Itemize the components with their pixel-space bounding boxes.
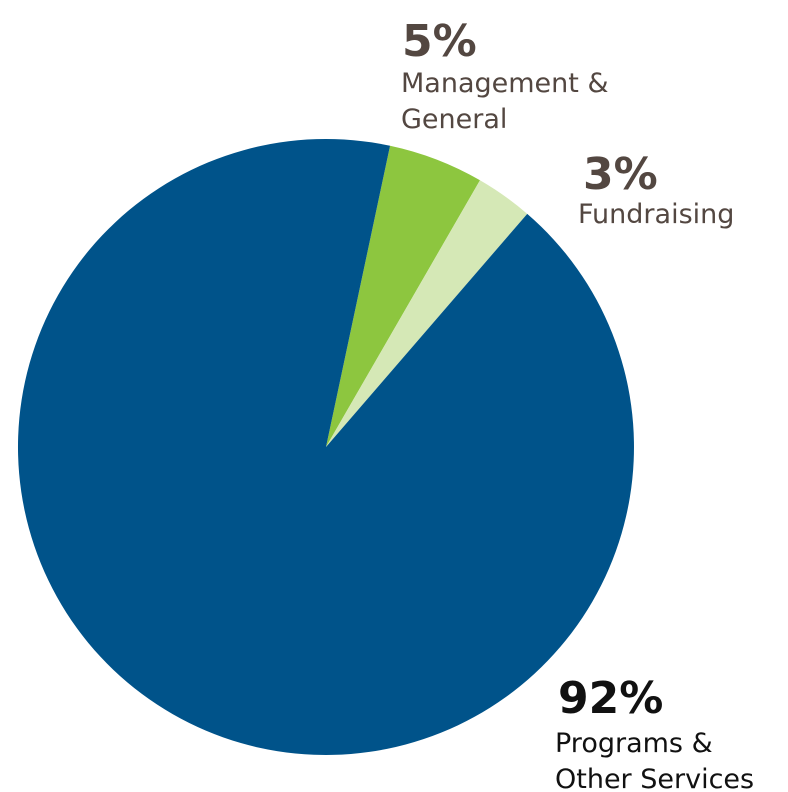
slice-label-programs-line2: Other Services (555, 764, 754, 792)
slice-percent-programs: 92% (558, 673, 663, 724)
slice-label-programs-line1: Programs & (555, 728, 713, 759)
slice-percent-management: 5% (402, 16, 477, 67)
pie-slice-fundraising (326, 180, 528, 447)
pie-slice-management (326, 145, 480, 448)
pie-slices (17, 138, 634, 755)
slice-label-management-line1: Management & (401, 68, 609, 99)
slice-label-management-line2: General (401, 104, 507, 135)
pie-slice-programs (17, 138, 634, 755)
slice-label-fundraising: Fundraising (578, 199, 734, 230)
slice-percent-fundraising: 3% (583, 149, 658, 200)
